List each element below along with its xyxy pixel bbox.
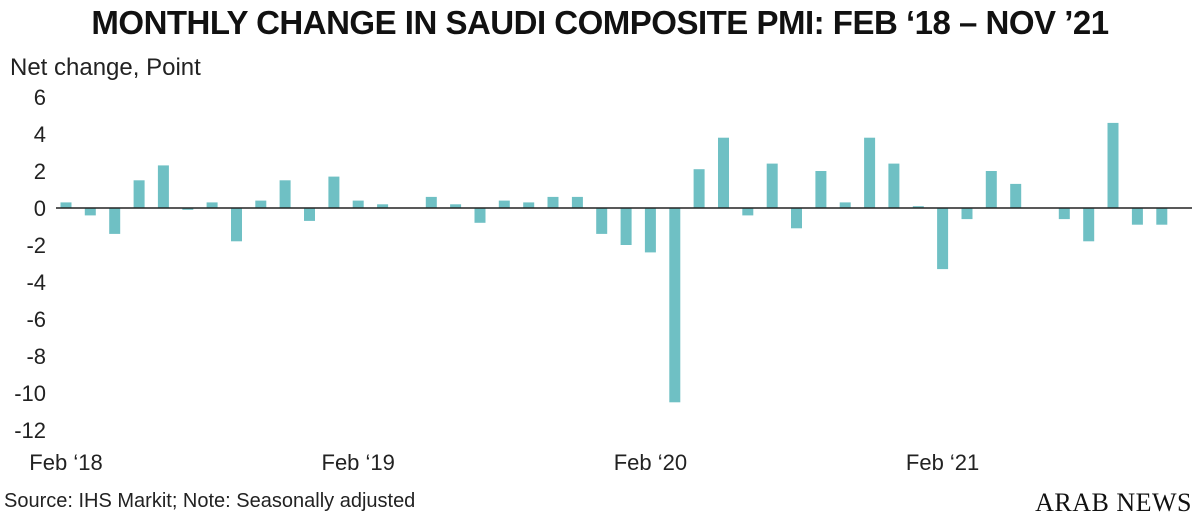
bar-jun-18 (157, 165, 169, 208)
bar-jun-19 (450, 204, 462, 208)
y-tick-label: -12 (14, 418, 46, 443)
bar-jul-19 (474, 208, 486, 223)
bar-jan-21 (912, 206, 924, 208)
bar-mar-20 (669, 208, 681, 403)
bar-dec-19 (596, 208, 608, 234)
bar-oct-19 (547, 196, 559, 208)
bar-apr-18 (109, 208, 121, 234)
y-tick-label: -10 (14, 381, 46, 406)
y-tick-label: 4 (34, 122, 46, 147)
bar-may-21 (1010, 183, 1022, 208)
bar-dec-18 (304, 208, 315, 221)
bar-may-20 (718, 137, 729, 208)
bar-aug-20 (791, 208, 802, 229)
bar-jul-20 (766, 163, 778, 208)
x-tick-label: Feb ‘20 (614, 450, 687, 475)
bar-oct-20 (839, 202, 851, 208)
bar-mar-19 (377, 204, 389, 208)
y-tick-label: -8 (26, 344, 46, 369)
y-tick-label: -2 (26, 233, 46, 258)
bar-jan-20 (620, 208, 632, 245)
chart-title: MONTHLY CHANGE IN SAUDI COMPOSITE PMI: F… (91, 4, 1109, 41)
bar-sep-19 (523, 202, 535, 208)
bar-mar-18 (84, 208, 96, 216)
bar-sep-18 (231, 208, 242, 242)
bar-nov-19 (571, 196, 583, 208)
y-tick-labels: 6 4 2 0 -2 -4 -6 -8 -10 -12 (14, 85, 46, 443)
bar-feb-18 (60, 202, 72, 208)
arab-news-logo: ARAB NEWS (1035, 488, 1192, 517)
bar-jul-21 (1058, 208, 1070, 220)
x-tick-labels: Feb ‘18 Feb ‘19 Feb ‘20 Feb ‘21 (29, 450, 979, 475)
bar-nov-18 (279, 180, 291, 209)
x-tick-label: Feb ‘21 (906, 450, 979, 475)
bar-oct-18 (255, 200, 267, 208)
x-tick-label: Feb ‘19 (322, 450, 395, 475)
bars-group (60, 122, 1168, 403)
bar-jan-19 (328, 176, 340, 208)
bar-may-19 (425, 196, 437, 208)
bar-jun-20 (742, 208, 754, 216)
bar-nov-20 (864, 137, 876, 208)
y-tick-label: 6 (34, 85, 46, 110)
bar-sep-20 (815, 171, 827, 208)
bar-chart: 6 4 2 0 -2 -4 -6 -8 -10 -12 Feb ‘18 Feb ‘19 Feb ‘20… (14, 85, 1192, 475)
source-note: Source: IHS Markit; Note: Seasonally adj… (4, 490, 416, 512)
y-tick-label: -6 (26, 307, 46, 332)
bar-oct-21 (1131, 208, 1143, 225)
y-tick-label: 2 (34, 159, 46, 184)
bar-sep-21 (1107, 122, 1119, 208)
bar-jul-18 (182, 208, 194, 210)
bar-feb-21 (937, 208, 949, 270)
bar-aug-19 (498, 200, 510, 208)
bar-mar-21 (961, 208, 973, 220)
bar-dec-20 (888, 163, 900, 208)
bar-apr-21 (985, 171, 997, 208)
bar-apr-20 (693, 169, 705, 208)
bar-feb-20 (644, 208, 656, 253)
y-tick-label: -4 (26, 270, 46, 295)
y-tick-label: 0 (34, 196, 46, 221)
bar-nov-21 (1156, 208, 1168, 225)
bar-aug-21 (1083, 208, 1095, 242)
y-axis-label: Net change, Point (10, 54, 201, 81)
bar-may-18 (133, 180, 145, 209)
bar-feb-19 (352, 200, 364, 208)
x-tick-label: Feb ‘18 (29, 450, 102, 475)
bar-aug-18 (206, 202, 218, 208)
